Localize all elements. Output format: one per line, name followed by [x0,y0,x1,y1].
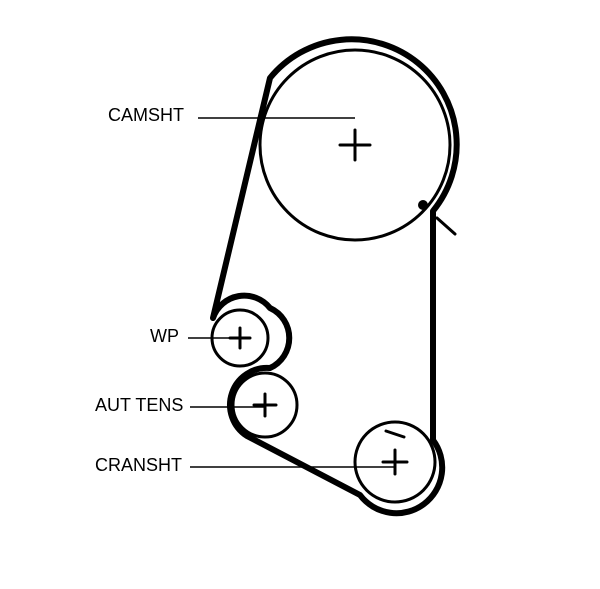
crankshaft-label: CRANSHT [95,455,182,476]
diagram-svg [0,0,600,589]
camshaft-label: CAMSHT [108,105,184,126]
camshaft-timing-dot [418,200,428,210]
water-pump-label: WP [150,326,179,347]
belt-diagram: CAMSHT WP AUT TENS CRANSHT [0,0,600,589]
camshaft-timing-tick [437,218,455,234]
auto-tensioner-label: AUT TENS [95,395,183,416]
